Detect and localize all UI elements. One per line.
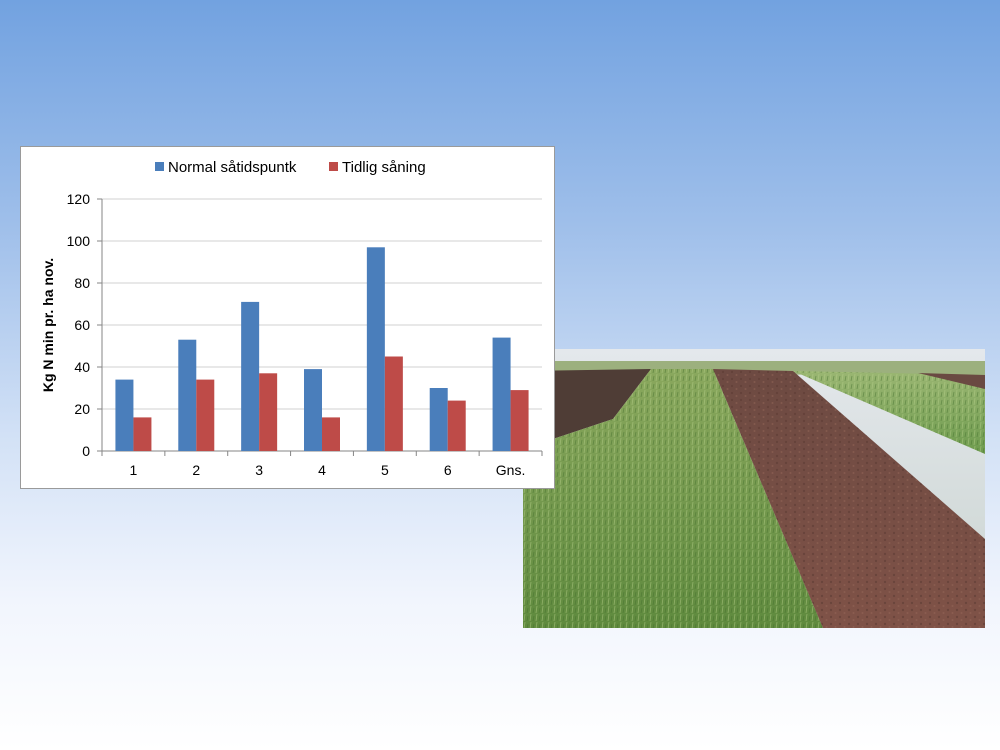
bar-normal-6	[429, 388, 448, 451]
y-tick-label: 40	[74, 359, 90, 375]
x-tick-label: 3	[255, 462, 263, 478]
legend-swatch-normal	[155, 162, 164, 171]
photo-soil-far-right	[918, 373, 985, 389]
legend-label-tidlig: Tidlig såning	[342, 159, 426, 176]
y-tick-label: 80	[74, 275, 90, 291]
bar-tidlig-4	[322, 417, 340, 451]
x-tick-label: Gns.	[496, 462, 526, 478]
y-axis-title: Kg N min pr. ha nov.	[40, 258, 56, 392]
bar-normal-7	[492, 337, 511, 451]
legend-swatch-tidlig	[329, 162, 338, 171]
chart-panel: 0 20 40 60 80 100 120 1 2 3 4 5 6 Gns. Kg N min pr. ha…	[20, 146, 555, 489]
bar-tidlig-7	[510, 390, 529, 451]
bar-tidlig-6	[447, 400, 466, 451]
y-tick-label: 20	[74, 401, 90, 417]
x-tick-label: 6	[444, 462, 452, 478]
bar-chart: 0 20 40 60 80 100 120 1 2 3 4 5 6 Gns. Kg N min pr. ha…	[40, 159, 543, 478]
photo-soil-left	[523, 369, 651, 449]
bar-normal-2	[178, 339, 197, 451]
y-tick-label: 0	[82, 443, 90, 459]
bar-tidlig-2	[196, 379, 215, 451]
y-tick-label: 120	[67, 191, 91, 207]
legend-label-normal: Normal såtidspuntk	[168, 159, 297, 176]
bar-normal-4	[304, 369, 322, 451]
y-tick-label: 100	[67, 233, 91, 249]
x-tick-label: 2	[192, 462, 200, 478]
bar-normal-5	[366, 247, 385, 451]
bar-normal-3	[241, 301, 260, 451]
y-tick-label: 60	[74, 317, 90, 333]
x-tick-label: 1	[130, 462, 138, 478]
x-tick-label: 4	[318, 462, 326, 478]
bar-tidlig-1	[133, 417, 152, 451]
bar-tidlig-3	[259, 373, 278, 451]
bar-tidlig-5	[384, 356, 403, 451]
x-tick-label: 5	[381, 462, 389, 478]
bar-normal-1	[115, 379, 134, 451]
field-photo	[523, 349, 985, 628]
